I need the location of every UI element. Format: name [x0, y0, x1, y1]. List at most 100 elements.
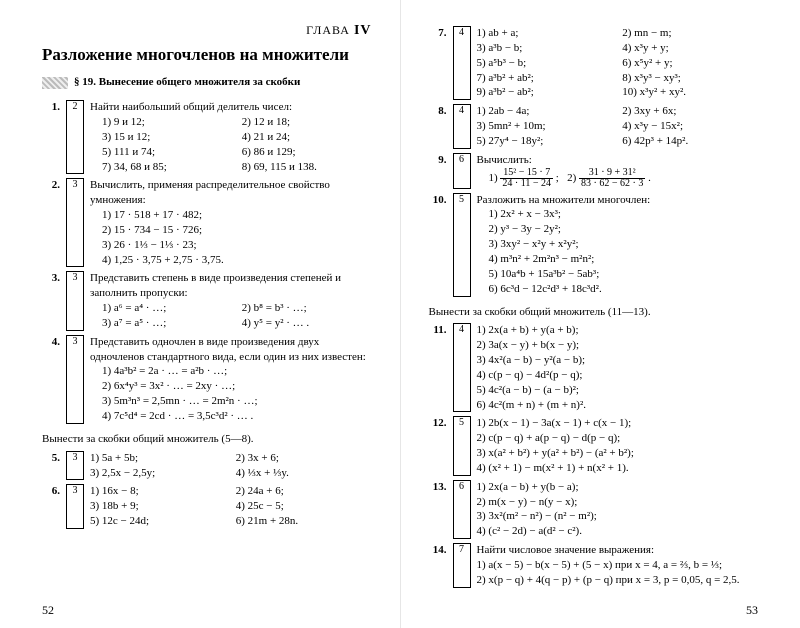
items: 1) a⁶ = a⁴ · …; 2) b⁸ = b³ · …; 3) a⁷ = … — [102, 301, 372, 331]
it: 4) ⅓x + ⅓y. — [236, 466, 372, 481]
items: 1) 2ab − 4a; 2) 3xy + 6x; 3) 5mn² + 10m;… — [477, 104, 759, 149]
lines: 1) a(x − 5) − b(x − 5) + (5 − x) при x =… — [477, 558, 759, 588]
problem-11: 11. 4 1) 2x(a + b) + y(a + b); 2) 3a(x −… — [429, 323, 759, 412]
problem-body: Найти наибольший общий делитель чисел: 1… — [90, 100, 372, 174]
pn: 11. — [429, 323, 447, 412]
chapter-title: Разложение многочленов на множители — [42, 45, 372, 65]
it: 2) 3x + 6; — [236, 451, 372, 466]
den: 83 · 62 − 62 · 3 — [579, 179, 645, 189]
difficulty-box: 5 — [453, 416, 471, 475]
ln: 3) 3xy² − x²y + x²y²; — [489, 237, 759, 252]
problem-body: 1) ab + a; 2) mn − m; 3) a³b − b; 4) x³y… — [477, 26, 759, 100]
difficulty-box: 6 — [453, 480, 471, 539]
items: 1) 9 и 12; 2) 12 и 18; 3) 15 и 12; 4) 21… — [102, 115, 372, 174]
problem-body: 1) 5a + 5b; 2) 3x + 6; 3) 2,5x − 2,5y; 4… — [90, 451, 372, 481]
it: 7) 34, 68 и 85; — [102, 160, 232, 175]
difficulty-box: 4 — [453, 323, 471, 412]
it: 1) 9 и 12; — [102, 115, 232, 130]
ln: 4) c(p − q) − 4d²(p − q); — [477, 368, 759, 383]
problem-head: Разложить на множители многочлен: — [477, 193, 759, 208]
problem-1: 1. 2 Найти наибольший общий делитель чис… — [42, 100, 372, 174]
it: 3) 5mn² + 10m; — [477, 119, 613, 134]
difficulty-box: 4 — [453, 26, 471, 100]
it: 2) 12 и 18; — [242, 115, 372, 130]
ln: 2) c(p − q) + a(p − q) − d(p − q); — [477, 431, 759, 446]
it: 4) y⁵ = y² · … . — [242, 316, 372, 331]
problem-6: 6. 3 1) 16x − 8; 2) 24a + 6; 3) 18b + 9;… — [42, 484, 372, 529]
it: 1) 2ab − 4a; — [477, 104, 613, 119]
num: 31 · 9 + 31² — [579, 168, 645, 179]
section-text: § 19. Вынесение общего множителя за скоб… — [74, 75, 300, 90]
it: 6) 42p³ + 14p². — [622, 134, 758, 149]
problem-5: 5. 3 1) 5a + 5b; 2) 3x + 6; 3) 2,5x − 2,… — [42, 451, 372, 481]
problem-body: 1) 2x(a − b) + y(b − a); 2) m(x − y) − n… — [477, 480, 759, 539]
chapter-number: IV — [354, 23, 372, 38]
ln: 6) 6c³d − 12c²d³ + 18c³d². — [489, 282, 759, 297]
it: 9) a³b² − ab²; — [477, 85, 613, 100]
problem-14: 14. 7 Найти числовое значение выражения:… — [429, 543, 759, 588]
difficulty-box: 3 — [66, 271, 84, 330]
difficulty-box: 7 — [453, 543, 471, 588]
items: 1) ab + a; 2) mn − m; 3) a³b − b; 4) x³y… — [477, 26, 759, 100]
pn: 14. — [429, 543, 447, 588]
it: 4) 25c − 5; — [236, 499, 372, 514]
it: 1) a⁶ = a⁴ · …; — [102, 301, 232, 316]
lines: 1) 2x(a − b) + y(b − a); 2) m(x − y) − n… — [477, 480, 759, 539]
section-heading: § 19. Вынесение общего множителя за скоб… — [42, 75, 372, 90]
difficulty-box: 4 — [453, 104, 471, 149]
it: 3) a³b − b; — [477, 41, 613, 56]
difficulty-box: 3 — [66, 178, 84, 267]
problem-head: Найти числовое значение выражения: — [477, 543, 759, 558]
it: 3) 18b + 9; — [90, 499, 226, 514]
it: 5) 12c − 24d; — [90, 514, 226, 529]
page-left: ГЛАВА IV Разложение многочленов на множи… — [0, 0, 400, 628]
it: 1) ab + a; — [477, 26, 613, 41]
fraction: 31 · 9 + 31²83 · 62 − 62 · 3 — [579, 168, 645, 189]
ln: 2) 15 · 734 − 15 · 726; — [102, 223, 372, 238]
difficulty-box: 3 — [66, 335, 84, 424]
it: 8) x³y³ − xy³; — [622, 71, 758, 86]
problem-head: Вычислить, применяя распределительное св… — [90, 178, 372, 208]
it: 10) x³y² + xy². — [622, 85, 758, 100]
problem-body: 1) 2b(x − 1) − 3a(x − 1) + c(x − 1); 2) … — [477, 416, 759, 475]
ln: 1) 17 · 518 + 17 · 482; — [102, 208, 372, 223]
it: 2) mn − m; — [622, 26, 758, 41]
it: 6) 86 и 129; — [242, 145, 372, 160]
it: 4) x³y + y; — [622, 41, 758, 56]
problem-4: 4. 3 Представить одночлен в виде произве… — [42, 335, 372, 424]
group-heading-11-13: Вынести за скобки общий множитель (11—13… — [429, 305, 759, 320]
pn: 7. — [429, 26, 447, 100]
lines: 1) 2x(a + b) + y(a + b); 2) 3a(x − y) + … — [477, 323, 759, 412]
problem-body: Найти числовое значение выражения: 1) a(… — [477, 543, 759, 588]
pn: 2. — [42, 178, 60, 267]
frac-row: 1) 15² − 15 · 724 · 11 − 24 ; 2) 31 · 9 … — [489, 168, 759, 189]
problem-body: 1) 2x(a + b) + y(a + b); 2) 3a(x − y) + … — [477, 323, 759, 412]
difficulty-box: 5 — [453, 193, 471, 297]
ln: 5) 4c²(a − b) − (a − b)²; — [477, 383, 759, 398]
ln: 3) 4x²(a − b) − y²(a − b); — [477, 353, 759, 368]
difficulty-box: 6 — [453, 153, 471, 189]
ln: 2) y³ − 3y − 2y²; — [489, 222, 759, 237]
book-spread: ГЛАВА IV Разложение многочленов на множи… — [0, 0, 800, 628]
it: 3) 15 и 12; — [102, 130, 232, 145]
it: 7) a³b² + ab²; — [477, 71, 613, 86]
ln: 1) 2x(a − b) + y(b − a); — [477, 480, 759, 495]
pn: 8. — [429, 104, 447, 149]
problem-head: Найти наибольший общий делитель чисел: — [90, 100, 372, 115]
problem-head: Вычислить: — [477, 153, 759, 168]
problem-3: 3. 3 Представить степень в виде произвед… — [42, 271, 372, 330]
pn: 1. — [42, 100, 60, 174]
fraction: 15² − 15 · 724 · 11 − 24 — [500, 168, 553, 189]
it: 1) 16x − 8; — [90, 484, 226, 499]
problem-9: 9. 6 Вычислить: 1) 15² − 15 · 724 · 11 −… — [429, 153, 759, 189]
difficulty-box: 2 — [66, 100, 84, 174]
ln: 1) 2x(a + b) + y(a + b); — [477, 323, 759, 338]
pn: 5. — [42, 451, 60, 481]
it: 3) 2,5x − 2,5y; — [90, 466, 226, 481]
it: 5) a⁵b³ − b; — [477, 56, 613, 71]
it: 8) 69, 115 и 138. — [242, 160, 372, 175]
ln: 1) 4a³b² = 2a · … = a²b · …; — [102, 364, 372, 379]
it: 1) 5a + 5b; — [90, 451, 226, 466]
problem-12: 12. 5 1) 2b(x − 1) − 3a(x − 1) + c(x − 1… — [429, 416, 759, 475]
problem-13: 13. 6 1) 2x(a − b) + y(b − a); 2) m(x − … — [429, 480, 759, 539]
